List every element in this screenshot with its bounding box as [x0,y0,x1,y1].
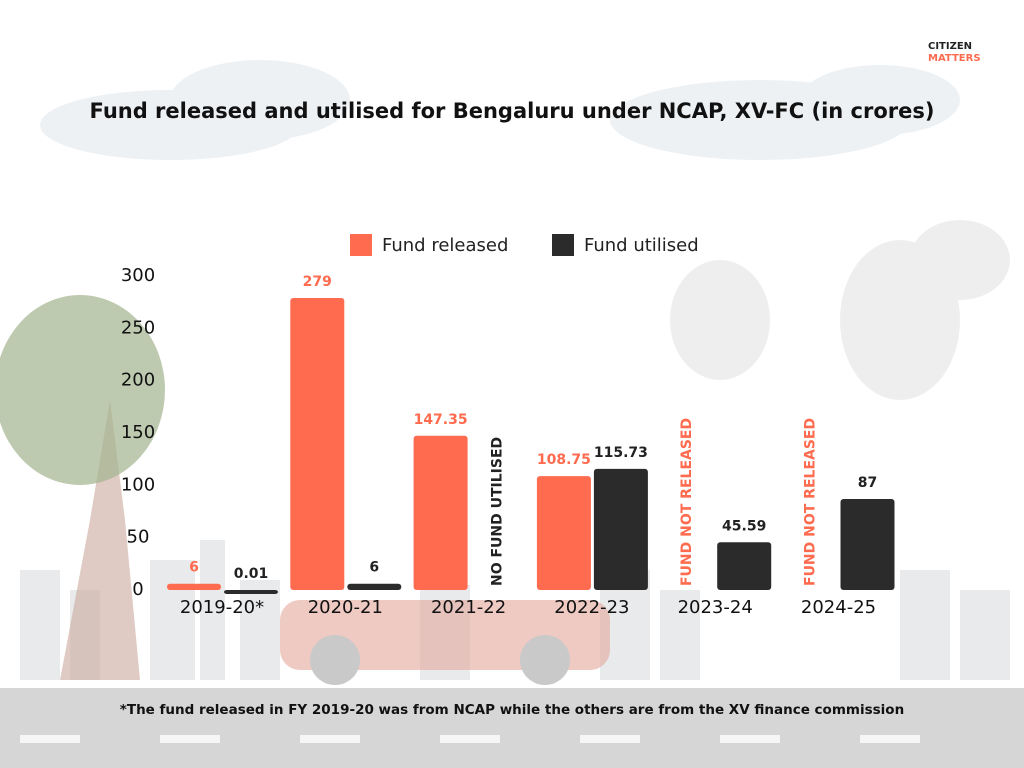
bar [717,542,772,590]
data-label: 6 [189,560,199,576]
background-decor [0,60,1024,768]
y-tick-label: 300 [121,265,155,286]
y-tick-label: 100 [121,474,155,495]
legend-label: Fund released [382,235,508,256]
y-tick-label: 0 [132,579,143,600]
x-tick-label: 2023-24 [678,597,753,618]
legend-swatch [552,234,574,256]
legend-label: Fund utilised [584,235,699,256]
bar [536,476,591,590]
annotation: FUND NOT RELEASED [803,418,819,586]
data-label: 147.35 [414,412,468,428]
annotation: FUND NOT RELEASED [679,418,695,586]
brand: CITIZEN [928,41,972,52]
x-tick-label: 2019-20* [180,597,264,618]
y-tick-label: 250 [121,317,155,338]
bar [347,583,402,590]
data-label: 0.01 [234,566,269,582]
y-tick-label: 200 [121,370,155,391]
chart-title: Fund released and utilised for Bengaluru… [90,99,935,123]
bar [593,468,648,590]
bar [224,589,278,594]
y-tick-label: 150 [121,422,155,443]
x-tick-label: 2020-21 [308,597,383,618]
data-label: 87 [858,475,877,491]
data-label: 6 [369,560,379,576]
brand: MATTERS [928,53,981,64]
data-label: 45.59 [722,518,766,534]
data-label: 115.73 [594,445,648,461]
data-label: 108.75 [537,452,591,468]
annotation: NO FUND UTILISED [490,437,506,586]
x-tick-label: 2022-23 [554,597,629,618]
y-tick-label: 50 [127,527,150,548]
bar [840,498,895,590]
bar [290,297,345,590]
bar [167,583,221,590]
data-label: 279 [303,274,332,290]
footnote: *The fund released in FY 2019-20 was fro… [120,702,904,718]
legend-swatch [350,234,372,256]
bar [413,435,468,590]
x-tick-label: 2024-25 [801,597,876,618]
x-tick-label: 2021-22 [431,597,506,618]
